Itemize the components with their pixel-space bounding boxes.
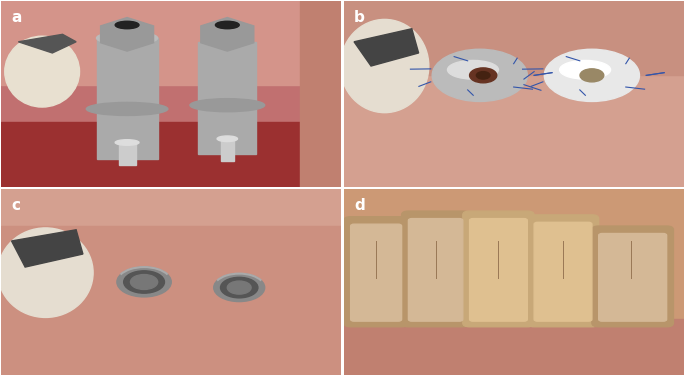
Ellipse shape bbox=[447, 61, 499, 79]
FancyBboxPatch shape bbox=[351, 224, 401, 321]
Ellipse shape bbox=[214, 274, 264, 302]
Ellipse shape bbox=[227, 281, 251, 294]
Ellipse shape bbox=[560, 61, 610, 79]
Ellipse shape bbox=[97, 32, 158, 45]
Bar bbox=[97, 38, 158, 159]
Ellipse shape bbox=[470, 68, 497, 83]
FancyBboxPatch shape bbox=[534, 222, 592, 321]
Bar bbox=[1, 1, 341, 85]
FancyBboxPatch shape bbox=[408, 218, 463, 321]
Bar bbox=[300, 1, 341, 187]
Text: a: a bbox=[12, 10, 22, 25]
Ellipse shape bbox=[545, 49, 640, 102]
Ellipse shape bbox=[217, 136, 238, 141]
Polygon shape bbox=[354, 29, 419, 66]
Text: c: c bbox=[12, 198, 21, 213]
Ellipse shape bbox=[115, 140, 139, 145]
Ellipse shape bbox=[221, 277, 258, 298]
Polygon shape bbox=[12, 230, 83, 267]
Ellipse shape bbox=[124, 271, 164, 293]
Ellipse shape bbox=[0, 228, 93, 317]
Ellipse shape bbox=[432, 49, 527, 102]
Ellipse shape bbox=[215, 21, 239, 29]
FancyBboxPatch shape bbox=[470, 218, 527, 321]
Bar bbox=[119, 143, 136, 165]
Bar bbox=[344, 1, 684, 75]
Ellipse shape bbox=[580, 69, 603, 82]
Text: d: d bbox=[354, 198, 365, 213]
FancyBboxPatch shape bbox=[599, 233, 667, 321]
Ellipse shape bbox=[117, 267, 171, 297]
FancyBboxPatch shape bbox=[344, 217, 408, 327]
Text: b: b bbox=[354, 10, 365, 25]
Ellipse shape bbox=[5, 36, 79, 107]
Ellipse shape bbox=[130, 274, 158, 290]
Bar bbox=[221, 139, 234, 161]
Ellipse shape bbox=[340, 20, 429, 113]
Ellipse shape bbox=[476, 71, 490, 79]
Bar bbox=[1, 226, 341, 375]
Ellipse shape bbox=[190, 99, 264, 112]
FancyBboxPatch shape bbox=[401, 211, 470, 327]
Bar bbox=[199, 42, 256, 154]
Polygon shape bbox=[18, 34, 76, 53]
FancyBboxPatch shape bbox=[527, 215, 599, 327]
Bar bbox=[344, 319, 684, 375]
Ellipse shape bbox=[86, 102, 168, 115]
FancyBboxPatch shape bbox=[592, 226, 673, 327]
Ellipse shape bbox=[115, 21, 139, 29]
FancyBboxPatch shape bbox=[463, 211, 534, 327]
Bar bbox=[1, 122, 341, 187]
